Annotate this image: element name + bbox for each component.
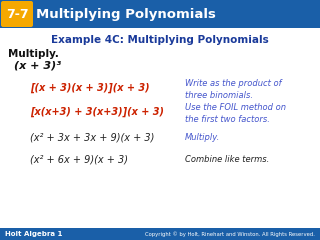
- Bar: [0, 0, 320, 28]
- Text: Use the FOIL method on: Use the FOIL method on: [185, 103, 286, 113]
- Bar: [0, 228, 320, 240]
- Text: Copyright © by Holt, Rinehart and Winston. All Rights Reserved.: Copyright © by Holt, Rinehart and Winsto…: [145, 231, 315, 237]
- Text: three binomials.: three binomials.: [185, 90, 253, 100]
- Text: (x² + 3x + 3x + 9)(x + 3): (x² + 3x + 3x + 9)(x + 3): [30, 132, 154, 142]
- Text: Example 4C: Multiplying Polynomials: Example 4C: Multiplying Polynomials: [51, 35, 269, 45]
- Text: [x(x+3) + 3(x+3)](x + 3): [x(x+3) + 3(x+3)](x + 3): [30, 107, 164, 117]
- Text: Multiply.: Multiply.: [8, 49, 59, 59]
- FancyBboxPatch shape: [1, 1, 33, 27]
- Text: Write as the product of: Write as the product of: [185, 79, 282, 89]
- Text: Multiplying Polynomials: Multiplying Polynomials: [36, 8, 216, 21]
- Text: (x + 3)³: (x + 3)³: [14, 61, 61, 71]
- Text: Multiply.: Multiply.: [185, 132, 220, 142]
- Text: 7-7: 7-7: [6, 8, 28, 21]
- Text: (x² + 6x + 9)(x + 3): (x² + 6x + 9)(x + 3): [30, 155, 128, 165]
- Text: Combine like terms.: Combine like terms.: [185, 156, 269, 164]
- Text: the first two factors.: the first two factors.: [185, 114, 270, 124]
- Text: [(x + 3)(x + 3)](x + 3): [(x + 3)(x + 3)](x + 3): [30, 83, 150, 93]
- Text: Holt Algebra 1: Holt Algebra 1: [5, 231, 62, 237]
